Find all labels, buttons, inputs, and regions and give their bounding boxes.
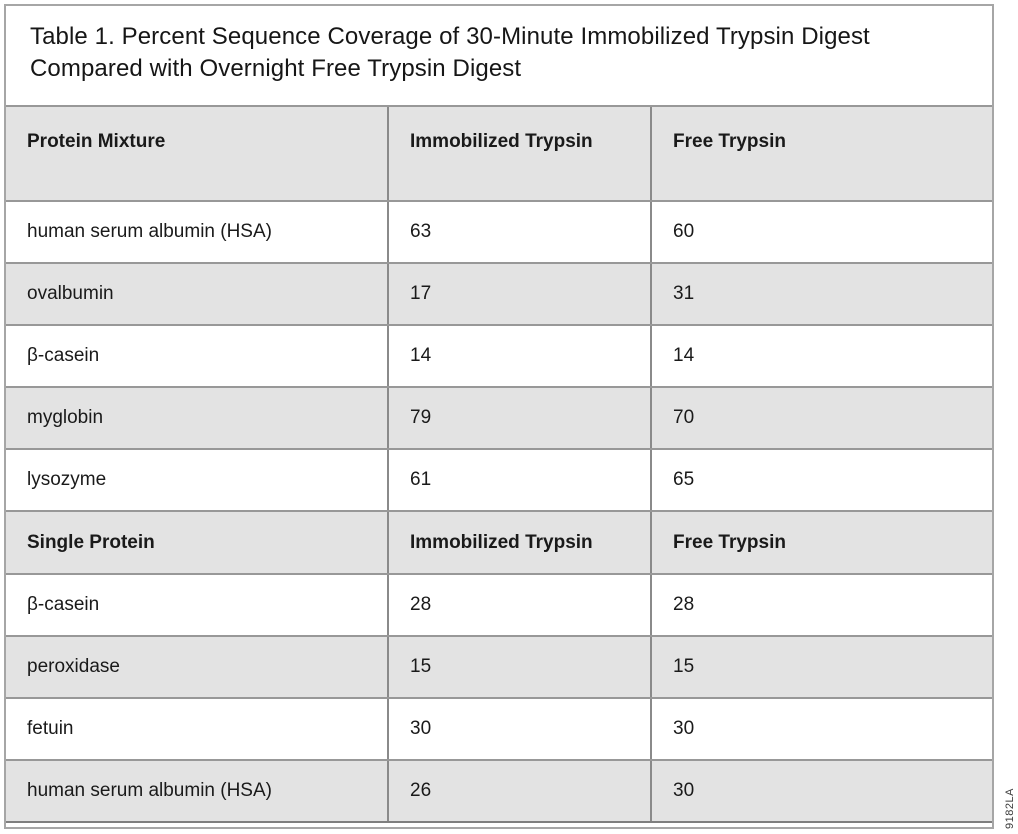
immobilized-trypsin-value: 15 [387,637,650,697]
table-row: human serum albumin (HSA) 26 30 [6,759,992,821]
protein-name: ovalbumin [27,283,114,304]
protein-name: myglobin [27,407,104,428]
free-trypsin-value: 65 [650,450,992,510]
column-header-free-trypsin: Free Trypsin [650,512,992,573]
header-row-single-protein: Single Protein Immobilized Trypsin Free … [6,510,992,573]
column-header-immobilized-trypsin: Immobilized Trypsin [387,107,650,200]
protein-name: lysozyme [27,469,107,490]
table-title-line-1: Table 1. Percent Sequence Coverage of 30… [30,23,870,50]
column-header-free-trypsin: Free Trypsin [650,107,992,200]
free-trypsin-value: 28 [650,575,992,635]
immobilized-trypsin-value: 17 [387,264,650,324]
free-trypsin-value: 30 [650,761,992,821]
table-row: peroxidase 15 15 [6,635,992,697]
immobilized-trypsin-value: 30 [387,699,650,759]
free-trypsin-value: 15 [650,637,992,697]
immobilized-trypsin-value: 26 [387,761,650,821]
immobilized-trypsin-value: 61 [387,450,650,510]
table-row: β-casein 28 28 [6,573,992,635]
protein-name: human serum albumin (HSA) [27,780,272,801]
immobilized-trypsin-value: 28 [387,575,650,635]
table-title: Table 1. Percent Sequence Coverage of 30… [6,6,992,85]
protein-name: human serum albumin (HSA) [27,221,272,242]
free-trypsin-value: 31 [650,264,992,324]
header-row-protein-mixture: Protein Mixture Immobilized Trypsin Free… [6,105,992,200]
protein-name: peroxidase [27,656,120,677]
table-row: fetuin 30 30 [6,697,992,759]
immobilized-trypsin-value: 63 [387,202,650,262]
protein-name: fetuin [27,718,74,739]
protein-name: β-casein [27,594,100,615]
table-row: myglobin 79 70 [6,386,992,448]
immobilized-trypsin-value: 14 [387,326,650,386]
protein-name: β-casein [27,345,100,366]
column-header-single-protein: Single Protein [27,531,155,553]
column-header-protein-mixture: Protein Mixture [27,131,166,152]
table-row: ovalbumin 17 31 [6,262,992,324]
watermark-code: 9182LA [1004,788,1016,829]
free-trypsin-value: 30 [650,699,992,759]
free-trypsin-value: 14 [650,326,992,386]
table-row: human serum albumin (HSA) 63 60 [6,200,992,262]
table-title-line-2: Compared with Overnight Free Trypsin Dig… [30,55,522,82]
figure-frame: Table 1. Percent Sequence Coverage of 30… [4,4,994,829]
table-row: lysozyme 61 65 [6,448,992,510]
free-trypsin-value: 60 [650,202,992,262]
table-row: β-casein 14 14 [6,324,992,386]
immobilized-trypsin-value: 79 [387,388,650,448]
data-table: Protein Mixture Immobilized Trypsin Free… [6,105,992,823]
free-trypsin-value: 70 [650,388,992,448]
column-header-immobilized-trypsin: Immobilized Trypsin [387,512,650,573]
